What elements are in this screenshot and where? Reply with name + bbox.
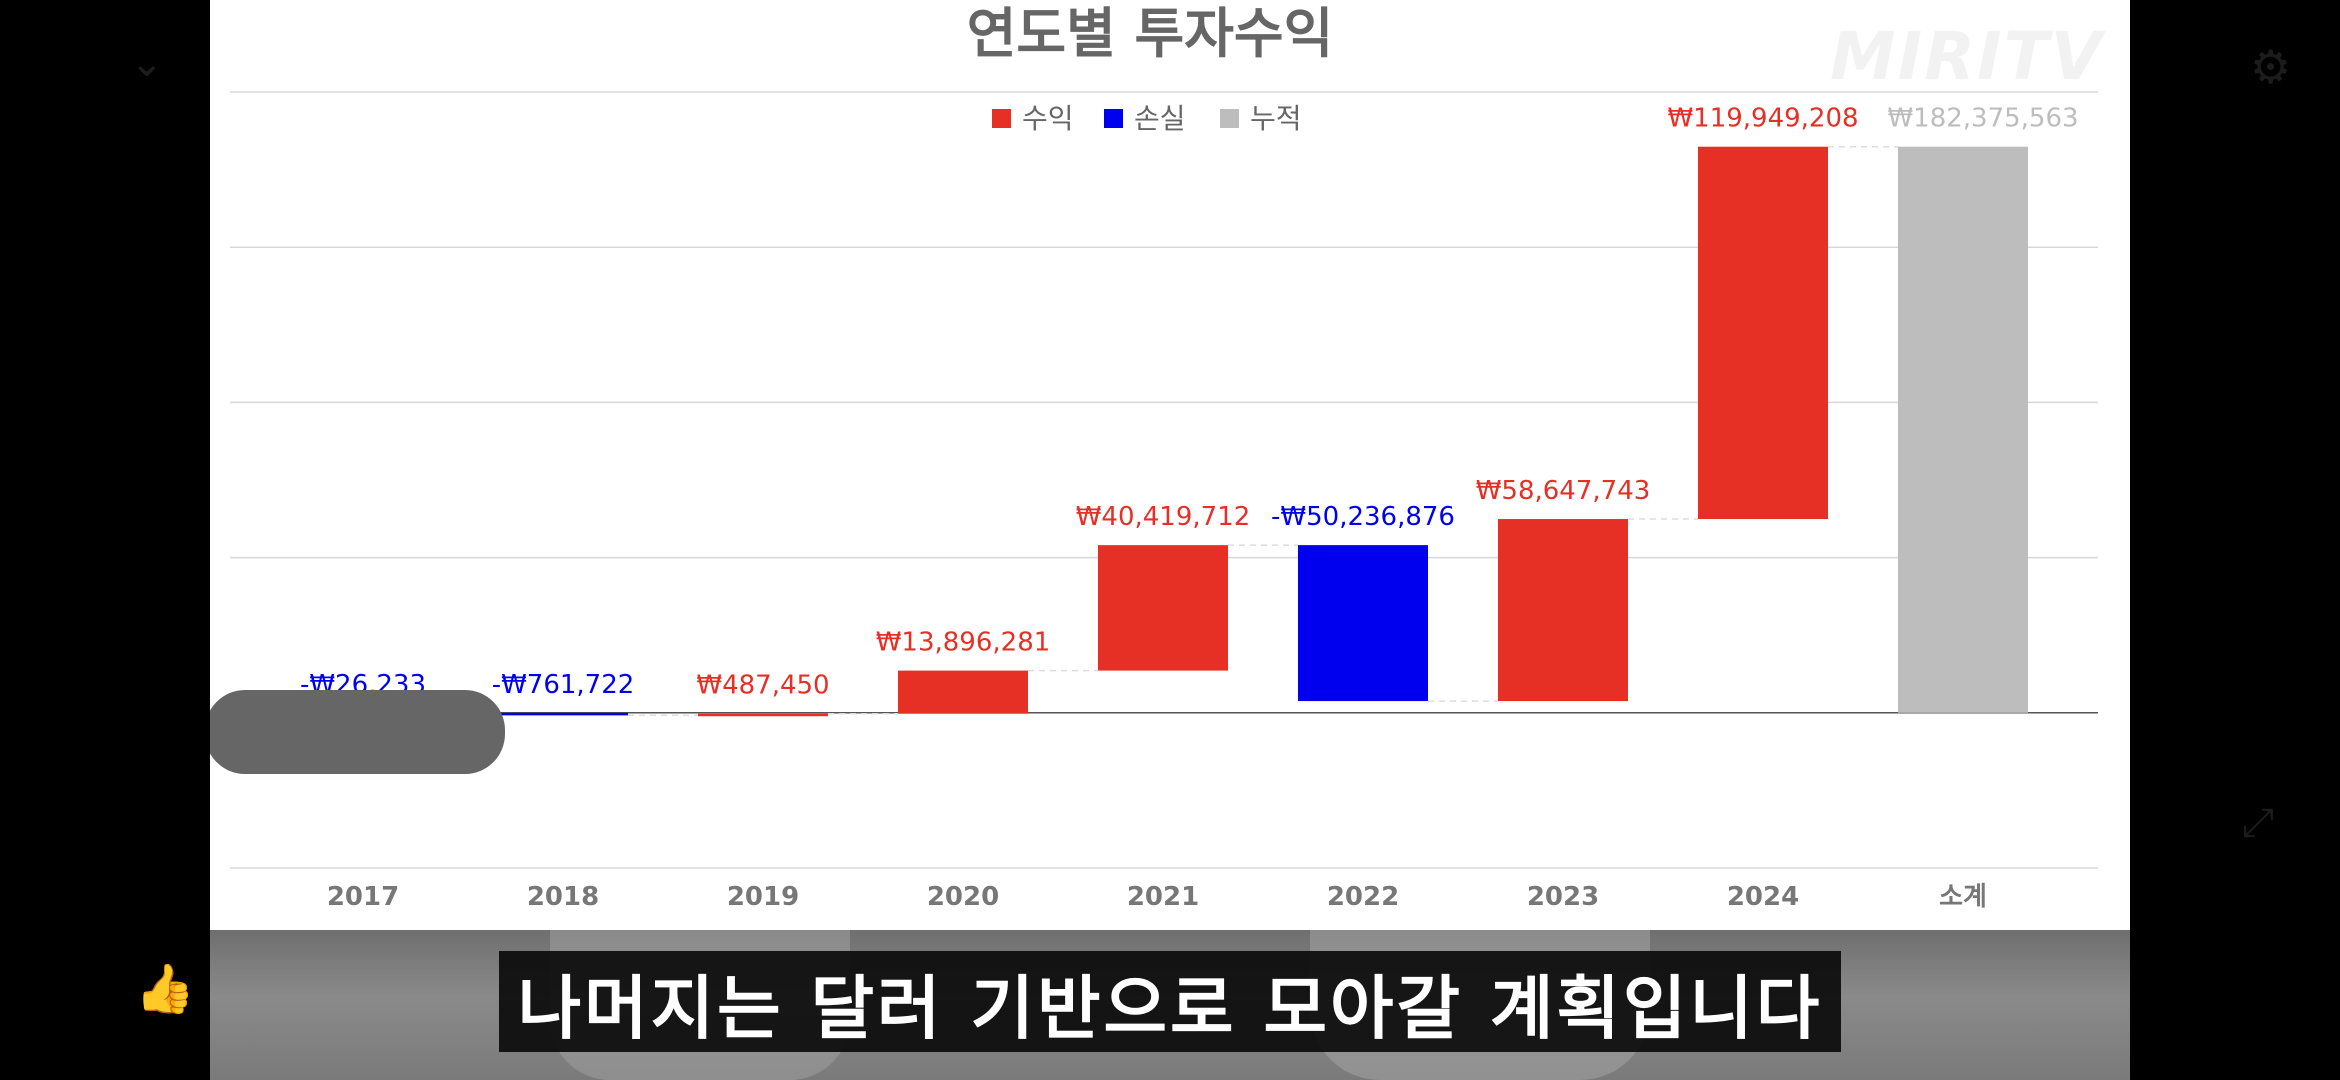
data-label-소계: ₩182,375,563 xyxy=(1887,104,2078,134)
data-label-2024: ₩119,949,208 xyxy=(1667,104,1858,134)
fullscreen-exit-icon[interactable]: ⤢ xyxy=(2242,800,2274,846)
x-tick-label: 2023 xyxy=(1527,882,1599,912)
x-tick-label: 2024 xyxy=(1727,882,1799,912)
data-label-2019: ₩487,450 xyxy=(696,671,829,701)
data-label-2021: ₩40,419,712 xyxy=(1076,502,1251,532)
legend-swatch xyxy=(1104,109,1123,128)
subtitle-text: 나머지는 달러 기반으로 모아갈 계획입니다 xyxy=(517,968,1823,1049)
chart-data-labels: -₩26,2332017-₩761,7222018₩487,4502019₩13… xyxy=(300,104,2079,912)
video-frame[interactable]: MIRITV CC -₩26,2332017-₩761,7222018₩487,… xyxy=(210,0,2130,1080)
thumbs-up-icon[interactable]: 👍 xyxy=(135,961,195,1017)
bar-2018 xyxy=(498,712,628,716)
bar-2019 xyxy=(698,713,828,717)
x-tick-label: 2022 xyxy=(1327,882,1399,912)
x-tick-label: 소계 xyxy=(1939,882,1987,912)
data-label-2022: -₩50,236,876 xyxy=(1271,502,1455,532)
bar-2022 xyxy=(1298,545,1428,702)
legend-swatch xyxy=(992,109,1011,128)
x-tick-label: 2018 xyxy=(527,882,599,912)
bar-소계 xyxy=(1898,146,2028,713)
legend-label: 누적 xyxy=(1250,102,1302,135)
legend-label: 수익 xyxy=(1022,102,1074,135)
legend-swatch xyxy=(1220,109,1239,128)
x-tick-label: 2017 xyxy=(327,882,399,912)
x-tick-label: 2021 xyxy=(1127,882,1199,912)
data-label-2023: ₩58,647,743 xyxy=(1476,476,1651,506)
chevron-down-icon[interactable]: ⌄ xyxy=(130,40,164,86)
x-tick-label: 2020 xyxy=(927,882,999,912)
waterfall-chart: -₩26,2332017-₩761,7222018₩487,4502019₩13… xyxy=(230,2,2098,912)
bar-2020 xyxy=(898,670,1028,714)
bar-2023 xyxy=(1498,519,1628,702)
chart-title: 연도별 투자수익 xyxy=(967,2,1334,65)
bar-2024 xyxy=(1698,146,1828,520)
data-label-2018: -₩761,722 xyxy=(492,670,635,700)
chart-bars xyxy=(298,145,2028,717)
x-tick-label: 2019 xyxy=(727,882,799,912)
subtitle-box: 나머지는 달러 기반으로 모아갈 계획입니다 xyxy=(499,951,1841,1052)
blur-overlay xyxy=(210,690,505,774)
data-label-2020: ₩13,896,281 xyxy=(876,628,1051,658)
bar-2021 xyxy=(1098,545,1228,671)
gear-icon[interactable]: ⚙ xyxy=(2250,40,2292,94)
channel-watermark-logo: MIRITV xyxy=(1830,18,2104,95)
chart-legend: 수익 손실 누적 xyxy=(992,102,1302,135)
legend-label: 손실 xyxy=(1134,102,1186,135)
